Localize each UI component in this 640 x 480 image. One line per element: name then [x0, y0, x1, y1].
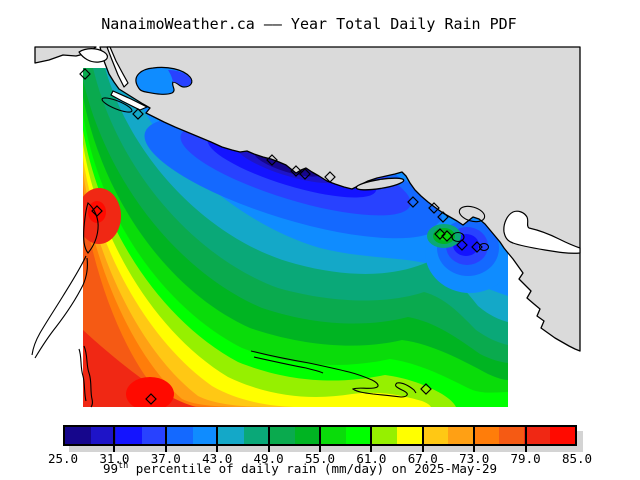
islet-outline: [458, 205, 486, 223]
station-marker: [91, 205, 103, 217]
station-marker: [471, 241, 483, 253]
lake-outline: [83, 202, 99, 254]
offshore-island: [78, 48, 109, 63]
colorbar-segment: [243, 427, 269, 444]
colorbar-segment: [498, 427, 524, 444]
station-marker: [266, 154, 278, 166]
inlet-lake-deep: [168, 70, 192, 87]
colorbar-tick: [164, 425, 167, 452]
colorbar-tick: [113, 425, 116, 452]
colorbar-tick-label: 31.0: [99, 451, 130, 466]
colorbar-tick: [473, 425, 476, 452]
station-marker: [420, 383, 432, 395]
colorbar-tick-label: 37.0: [150, 451, 181, 466]
colorbar-segment: [371, 427, 397, 444]
station-marker: [407, 196, 419, 208]
colorbar-tick: [524, 425, 527, 452]
inlet-water: [135, 66, 193, 95]
page-title: NanaimoWeather.ca –– Year Total Daily Ra…: [101, 15, 517, 33]
caption-rest: percentile of daily rain (mm/day) on 202…: [128, 461, 498, 477]
coastline-details: [31, 97, 490, 408]
colorbar-tick-label: 43.0: [202, 451, 233, 466]
colorbar-segment: [396, 427, 422, 444]
caption-prefix: 99: [102, 461, 119, 477]
station-marker: [299, 168, 311, 180]
colorbar-tick-label: 85.0: [561, 451, 593, 466]
station-marker: [437, 211, 449, 223]
mainland: [99, 46, 581, 352]
rain-max-core: [126, 377, 174, 407]
colorbar-segment: [447, 427, 473, 444]
station-marker: [441, 230, 453, 242]
coastal-channel: [110, 90, 148, 111]
station-marker: [456, 239, 468, 251]
colorbar-segment: [422, 427, 448, 444]
islet-spit-outline: [101, 97, 133, 113]
station-marker: [290, 165, 302, 177]
colorbar-segment: [192, 427, 218, 444]
colorbar-tick-label: 55.0: [304, 451, 336, 466]
station-marker: [428, 202, 440, 214]
colorbar-tick-label: 73.0: [459, 451, 490, 466]
colorbar-tick-label: 49.0: [253, 451, 284, 466]
islet-outline: [478, 242, 490, 252]
colorbar-tick: [216, 425, 219, 452]
colorbar-tick-label: 79.0: [510, 451, 541, 466]
sea-inlets: [78, 46, 581, 254]
colorbar-segment: [90, 427, 116, 444]
colorbar-segment: [167, 427, 193, 444]
contour-band: [83, 330, 196, 407]
contour-band: [83, 196, 219, 407]
colorbar: 25.0 31.0 37.0 43.0 49.0 55.0 61.0 67.0 73.0 79.0…: [48, 425, 592, 466]
colorbar-segment: [65, 427, 91, 444]
colorbar-segment: [524, 427, 550, 444]
station-marker: [324, 171, 336, 183]
colorbar-segment: [116, 427, 142, 444]
islet-outline: [451, 231, 465, 243]
fjord-inlet: [106, 46, 129, 88]
colorbar-tick-label: 61.0: [356, 451, 387, 466]
colorbar-segment: [269, 427, 295, 444]
colorbar-tick-label: 25.0: [47, 451, 79, 466]
nanaimo-coastline: [250, 350, 417, 398]
rain-max-west-core: [88, 201, 106, 223]
colorbar-tick: [370, 425, 373, 452]
colorbar-tick: [267, 425, 270, 452]
skinny-island: [355, 177, 405, 191]
river-outline: [78, 345, 93, 408]
colorbar-tick-label: 67.0: [407, 451, 438, 466]
colorbar-segment: [141, 427, 167, 444]
colorbar-segment: [473, 427, 499, 444]
colorbar-segment: [345, 427, 371, 444]
howe-sound-inlet: [503, 210, 581, 254]
contour-band: [83, 144, 431, 407]
station-marker: [145, 393, 157, 405]
colorbar-segment: [294, 427, 320, 444]
station-marker: [79, 68, 91, 80]
nanaimo-coastline-2: [253, 356, 324, 374]
colorbar-segment: [218, 427, 244, 444]
colorbar-caption: 99th percentile of daily rain (mm/day) o…: [0, 461, 600, 476]
station-marker: [132, 108, 144, 120]
colorbar-segment: [549, 427, 575, 444]
inlet-outline: [31, 255, 88, 359]
colorbar-segment: [320, 427, 346, 444]
station-markers: [79, 68, 483, 405]
colorbar-tick: [421, 425, 424, 452]
station-marker: [434, 228, 446, 240]
colorbar-tick: [319, 425, 321, 452]
caption-superscript: th: [118, 461, 129, 471]
